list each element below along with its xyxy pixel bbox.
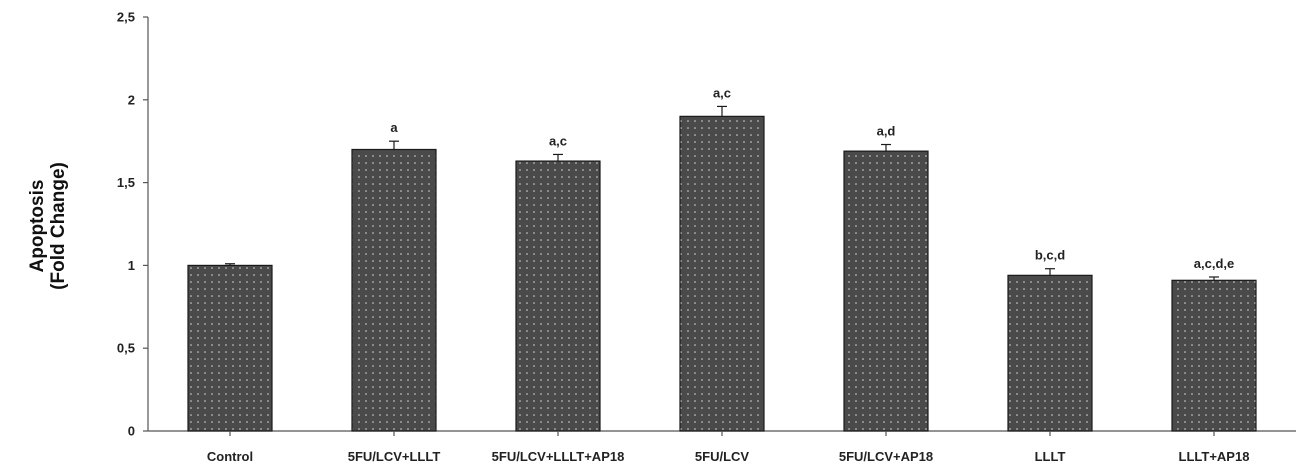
error-bars: [225, 105, 1219, 281]
significance-label: a,c,d,e: [1194, 256, 1234, 271]
y-axis-label-line1: Apoptosis: [27, 180, 48, 273]
category-label: 5FU/LCV+LLLT+AP18: [492, 449, 625, 464]
category-label: LLLT: [1035, 449, 1066, 464]
category-label: 5FU/LCV+LLLT: [348, 449, 441, 464]
bar: [515, 160, 601, 432]
bar: [843, 150, 929, 432]
y-tick-label: 0: [128, 424, 135, 439]
y-axis-label-line2: (Fold Change): [48, 162, 69, 290]
significance-label: a,c: [549, 133, 567, 148]
y-tick-label: 1: [128, 258, 135, 273]
bar: [1007, 274, 1093, 432]
y-tick-label: 1,5: [117, 175, 135, 190]
significance-label: a: [390, 120, 398, 135]
y-tick-label: 0,5: [117, 341, 135, 356]
bar: [679, 115, 765, 432]
significance-label: a,c: [713, 85, 731, 100]
significance-label: b,c,d: [1035, 248, 1065, 263]
category-label: Control: [207, 449, 253, 464]
bar: [1171, 279, 1257, 432]
y-tick-label: 2: [128, 92, 135, 107]
significance-labels: a a,c a,c a,d b,c,d a,c,d,e: [390, 85, 1234, 271]
y-axis-ticks: 0 0,5 1 1,5 2 2,5: [117, 10, 148, 439]
category-label: 5FU/LCV+AP18: [839, 449, 933, 464]
category-label: LLLT+AP18: [1179, 449, 1250, 464]
y-tick-label: 2,5: [117, 10, 135, 25]
category-label: 5FU/LCV: [695, 449, 750, 464]
bar: [187, 264, 273, 432]
category-labels: Control 5FU/LCV+LLLT 5FU/LCV+LLLT+AP18 5FU/…: [207, 431, 1250, 464]
significance-label: a,d: [877, 124, 896, 139]
bars: [187, 115, 1257, 432]
bar: [351, 148, 437, 432]
y-axis-label: Apoptosis (Fold Change): [27, 162, 69, 290]
